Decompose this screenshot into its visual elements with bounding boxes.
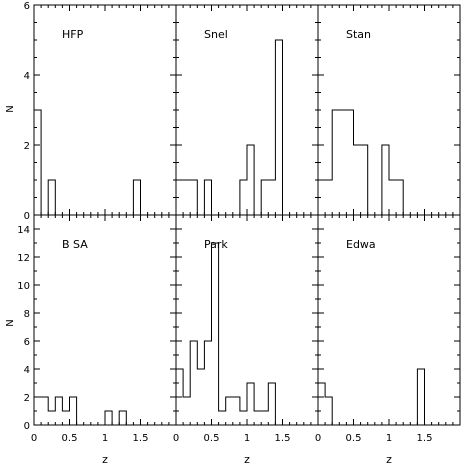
panel-label-stan: Stan bbox=[346, 28, 371, 41]
panel-label-hfp: HFP bbox=[62, 28, 84, 41]
x-tick-label-b-sa: 1 bbox=[102, 433, 108, 444]
x-tick-label-park: 1.5 bbox=[275, 433, 291, 444]
histogram-series-stan bbox=[317, 109, 460, 216]
x-tick-label-b-sa: 0 bbox=[31, 433, 37, 444]
x-tick-label-park: 1 bbox=[244, 433, 250, 444]
y-tick-label-hfp: 2 bbox=[24, 141, 30, 152]
histogram-series-edwa bbox=[317, 368, 460, 426]
x-tick-label-edwa: 1 bbox=[386, 433, 392, 444]
histogram-series-snel bbox=[175, 39, 318, 216]
histogram-series-park bbox=[175, 242, 318, 426]
y-tick-label-hfp: 0 bbox=[24, 211, 30, 222]
y-tick-label-b-sa: 14 bbox=[17, 225, 30, 236]
histogram-series-hfp bbox=[33, 109, 176, 216]
y-tick-label-hfp: 4 bbox=[24, 71, 30, 82]
panel-frame-edwa bbox=[317, 214, 461, 426]
y-tick-label-b-sa: 12 bbox=[17, 253, 30, 264]
x-axis-label-middle: z bbox=[244, 453, 250, 465]
x-tick-label-edwa: 0 bbox=[315, 433, 321, 444]
panel-frame-b-sa bbox=[33, 214, 177, 426]
y-tick-label-b-sa: 0 bbox=[24, 421, 30, 432]
x-axis-label-left: z bbox=[102, 453, 108, 465]
y-tick-label-b-sa: 4 bbox=[24, 365, 30, 376]
x-tick-label-edwa: 1.5 bbox=[417, 433, 433, 444]
panel-label-b-sa: B SA bbox=[62, 238, 88, 251]
x-tick-label-edwa: 0.5 bbox=[346, 433, 362, 444]
histogram-series-b-sa bbox=[33, 396, 176, 426]
panel-label-snel: Snel bbox=[204, 28, 228, 41]
y-tick-label-b-sa: 8 bbox=[24, 309, 30, 320]
y-tick-label-b-sa: 6 bbox=[24, 337, 30, 348]
y-axis-label-top: N bbox=[5, 105, 16, 112]
x-tick-label-b-sa: 0.5 bbox=[62, 433, 78, 444]
panel-label-edwa: Edwa bbox=[346, 238, 376, 251]
y-tick-label-b-sa: 2 bbox=[24, 393, 30, 404]
x-tick-label-park: 0.5 bbox=[204, 433, 220, 444]
y-tick-label-b-sa: 10 bbox=[17, 281, 30, 292]
y-tick-label-hfp: 6 bbox=[24, 1, 30, 12]
panel-label-park: Park bbox=[204, 238, 228, 251]
y-axis-label-bottom: N bbox=[5, 319, 16, 326]
x-tick-label-park: 0 bbox=[173, 433, 179, 444]
x-tick-label-b-sa: 1.5 bbox=[133, 433, 149, 444]
x-axis-label-right: z bbox=[386, 453, 392, 465]
